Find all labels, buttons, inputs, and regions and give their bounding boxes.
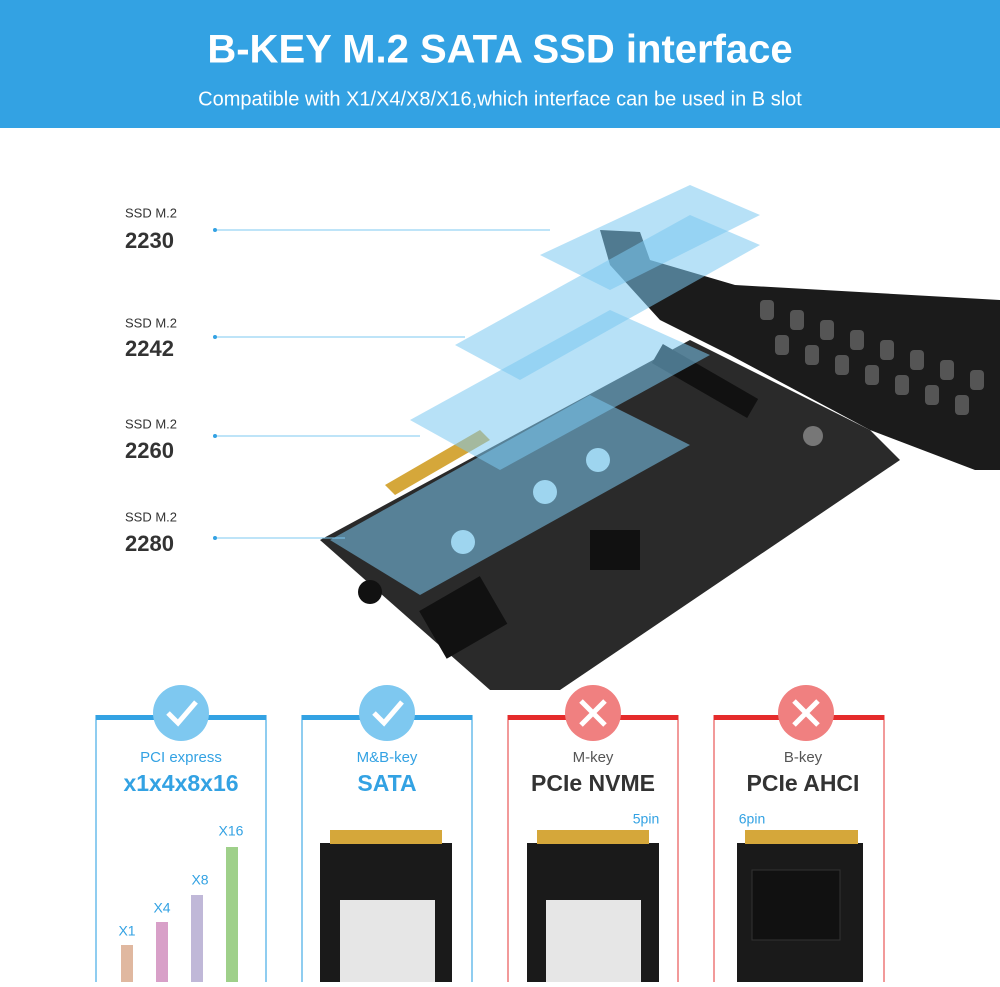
card-label: M-key: [573, 749, 614, 766]
header-band: [0, 0, 1000, 128]
slot-label: X16: [219, 823, 244, 839]
card-title: x1x4x8x16: [123, 770, 238, 796]
pin-label: 5pin: [633, 811, 659, 827]
ssd-size: 2260: [125, 438, 174, 463]
card-title: PCIe NVME: [531, 770, 655, 796]
card-label: M&B-key: [357, 749, 418, 766]
title: B-KEY M.2 SATA SSD interface: [207, 28, 792, 72]
ssd-prefix: SSD M.2: [125, 315, 177, 330]
ssd-size: 2230: [125, 228, 174, 253]
ssd-prefix: SSD M.2: [125, 416, 177, 431]
ssd-prefix: SSD M.2: [125, 509, 177, 524]
card-title: SATA: [357, 770, 416, 796]
bracket: [600, 230, 1000, 470]
slot-label: X1: [118, 923, 135, 939]
card: M&B-key SATA: [301, 685, 473, 987]
ssd-size: 2280: [125, 531, 174, 556]
ssd-layers: [330, 185, 760, 595]
card-title: PCIe AHCI: [747, 770, 860, 796]
slot-label: X4: [153, 900, 170, 916]
slot-label: X8: [191, 872, 208, 888]
card-label: PCI express: [140, 749, 222, 766]
ssd-labels: SSD M.2 2230 SSD M.2 2242 SSD M.2 2260 S…: [125, 205, 550, 556]
card: PCI express x1x4x8x16 X1 X4 X8 X16: [95, 685, 267, 987]
ssd-size: 2242: [125, 336, 174, 361]
ssd-prefix: SSD M.2: [125, 205, 177, 220]
card: M-key PCIe NVME 5pin: [507, 685, 679, 987]
card: B-key PCIe AHCI 6pin: [713, 685, 885, 987]
card-label: B-key: [784, 749, 823, 766]
pin-label: 6pin: [739, 811, 765, 827]
ssd-holes: [451, 448, 610, 554]
subtitle: Compatible with X1/X4/X8/X16,which inter…: [198, 88, 802, 110]
